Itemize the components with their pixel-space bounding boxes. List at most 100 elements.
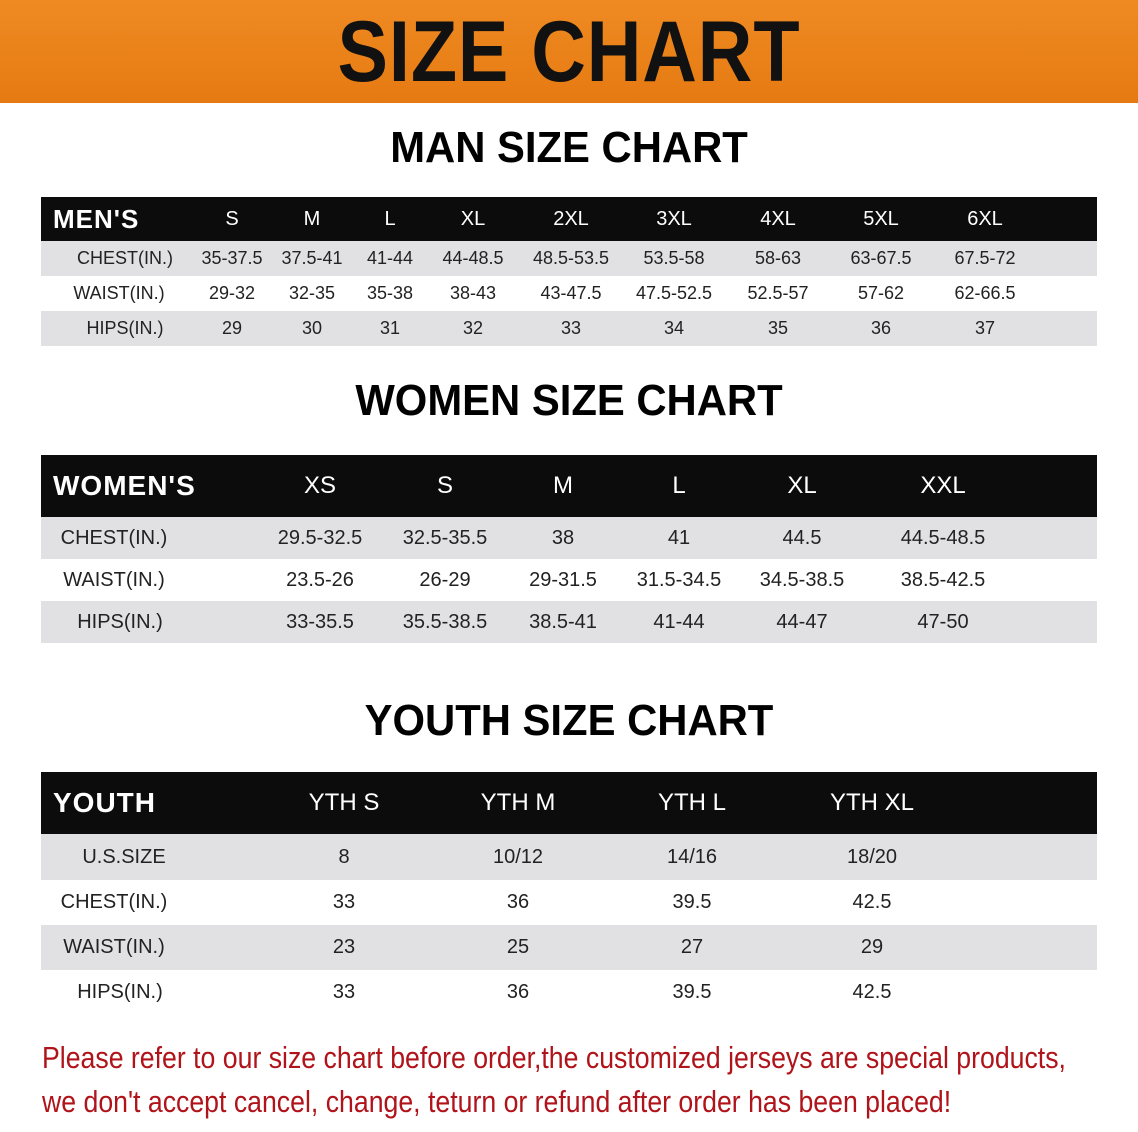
table-cell: 14/16 bbox=[666, 845, 718, 868]
women-section-title: WOMEN SIZE CHART bbox=[355, 376, 783, 425]
table-cell: 10/12 bbox=[492, 845, 544, 868]
table-cell: 31.5-34.5 bbox=[636, 568, 722, 591]
table-cell: 38 bbox=[551, 526, 575, 549]
youth-size-header: YTH XL bbox=[829, 789, 915, 816]
row-label: WAIST(IN.) bbox=[73, 283, 165, 303]
youth-table-row: WAIST(IN.) 23 25 27 29 bbox=[41, 925, 1097, 970]
row-label: WAIST(IN.) bbox=[63, 568, 165, 591]
women-header-row: WOMEN'S XS S M L XL XXL bbox=[41, 455, 1097, 517]
table-cell: 67.5-72 bbox=[954, 248, 1016, 268]
men-table-row: WAIST(IN.) 29-32 32-35 35-38 38-43 43-47.5 47.… bbox=[41, 276, 1097, 311]
men-section-title: MAN SIZE CHART bbox=[390, 123, 748, 172]
table-cell: 58-63 bbox=[754, 248, 802, 268]
row-label: CHEST(IN.) bbox=[60, 526, 168, 549]
row-label: U.S.SIZE bbox=[82, 845, 166, 868]
table-cell: 63-67.5 bbox=[850, 248, 912, 268]
row-label: HIPS(IN.) bbox=[86, 318, 164, 338]
table-cell: 35-38 bbox=[366, 283, 414, 303]
men-size-header: M bbox=[303, 207, 321, 230]
table-cell: 29-31.5 bbox=[529, 568, 597, 591]
table-cell: 29 bbox=[221, 318, 243, 338]
youth-table-row: HIPS(IN.) 33 36 39.5 42.5 bbox=[41, 970, 1097, 1015]
table-cell: 35.5-38.5 bbox=[402, 610, 488, 633]
table-cell: 18/20 bbox=[846, 845, 898, 868]
table-cell: 36 bbox=[870, 318, 892, 338]
table-cell: 29.5-32.5 bbox=[277, 526, 363, 549]
row-label: CHEST(IN.) bbox=[77, 248, 173, 268]
table-cell: 35-37.5 bbox=[201, 248, 263, 268]
table-cell: 27 bbox=[680, 936, 704, 958]
women-table-row: WAIST(IN.) 23.5-26 26-29 29-31.5 31.5-34.5 34… bbox=[41, 559, 1097, 601]
men-header-row: MEN'S S M L XL 2XL 3XL 4XL 5XL 6XL bbox=[41, 197, 1097, 241]
men-size-header: 5XL bbox=[863, 207, 899, 230]
table-cell: 39.5 bbox=[672, 891, 712, 913]
women-size-header: XXL bbox=[920, 472, 966, 499]
table-cell: 29-32 bbox=[208, 283, 256, 303]
women-table-row: HIPS(IN.) 33-35.5 35.5-38.5 38.5-41 41-44 44-… bbox=[41, 601, 1097, 643]
table-cell: 57-62 bbox=[857, 283, 905, 303]
youth-size-header: YTH L bbox=[657, 789, 727, 816]
table-cell: 52.5-57 bbox=[747, 283, 809, 303]
table-cell: 44.5-48.5 bbox=[900, 526, 986, 549]
women-size-header: XS bbox=[303, 472, 337, 499]
table-cell: 26-29 bbox=[419, 568, 471, 591]
table-cell: 34 bbox=[663, 318, 685, 338]
men-table-row: CHEST(IN.) 35-37.5 37.5-41 41-44 44-48.5 48.5… bbox=[41, 241, 1097, 276]
youth-header-label: YOUTH bbox=[53, 787, 156, 818]
table-cell: 53.5-58 bbox=[643, 248, 705, 268]
table-cell: 44-47 bbox=[776, 610, 828, 633]
table-cell: 41-44 bbox=[653, 610, 705, 633]
table-cell: 31 bbox=[379, 318, 401, 338]
women-size-header: L bbox=[672, 472, 686, 499]
table-cell: 38.5-42.5 bbox=[900, 568, 986, 591]
youth-size-header: YTH M bbox=[480, 789, 556, 816]
men-size-header: 6XL bbox=[967, 207, 1003, 230]
table-cell: 41-44 bbox=[366, 248, 414, 268]
table-cell: 42.5 bbox=[852, 981, 892, 1003]
notice-line-1: Please refer to our size chart before or… bbox=[42, 1040, 1066, 1075]
table-cell: 30 bbox=[301, 318, 323, 338]
men-size-header: L bbox=[384, 207, 396, 230]
women-table-row: CHEST(IN.) 29.5-32.5 32.5-35.5 38 41 44.5 44.5… bbox=[41, 517, 1097, 559]
table-cell: 41 bbox=[667, 526, 691, 549]
table-cell: 42.5 bbox=[852, 891, 892, 913]
men-table-row: HIPS(IN.) 29 30 31 32 33 34 35 36 37 bbox=[41, 311, 1097, 346]
women-size-header: M bbox=[553, 472, 573, 499]
table-cell: 33 bbox=[332, 981, 356, 1003]
banner: SIZE CHART bbox=[0, 0, 1138, 103]
youth-size-header: YTH S bbox=[308, 789, 380, 816]
table-cell: 33-35.5 bbox=[286, 610, 354, 633]
table-cell: 34.5-38.5 bbox=[759, 568, 845, 591]
table-cell: 36 bbox=[506, 981, 530, 1003]
notice-line-2: we don't accept cancel, change, teturn o… bbox=[42, 1084, 952, 1119]
youth-section-title: YOUTH SIZE CHART bbox=[364, 696, 774, 745]
table-cell: 62-66.5 bbox=[954, 283, 1016, 303]
table-cell: 25 bbox=[506, 936, 530, 958]
row-label: CHEST(IN.) bbox=[60, 891, 168, 913]
table-cell: 23 bbox=[332, 936, 356, 958]
table-cell: 47-50 bbox=[917, 610, 969, 633]
women-size-header: S bbox=[436, 472, 454, 499]
table-cell: 47.5-52.5 bbox=[635, 283, 713, 303]
men-size-header: 2XL bbox=[553, 207, 589, 230]
youth-header-row: YOUTH YTH S YTH M YTH L YTH XL bbox=[41, 772, 1097, 834]
table-cell: 36 bbox=[506, 891, 530, 913]
table-cell: 33 bbox=[560, 318, 582, 338]
table-cell: 48.5-53.5 bbox=[532, 248, 610, 268]
table-cell: 44-48.5 bbox=[442, 248, 504, 268]
table-cell: 43-47.5 bbox=[540, 283, 602, 303]
table-cell: 32.5-35.5 bbox=[402, 526, 488, 549]
row-label: WAIST(IN.) bbox=[63, 936, 165, 958]
row-label: HIPS(IN.) bbox=[77, 610, 163, 633]
men-size-header: 4XL bbox=[760, 207, 796, 230]
table-cell: 37 bbox=[974, 318, 996, 338]
table-cell: 23.5-26 bbox=[286, 568, 354, 591]
table-cell: 32-35 bbox=[288, 283, 336, 303]
banner-title: SIZE CHART bbox=[337, 4, 801, 100]
table-cell: 8 bbox=[338, 845, 350, 868]
table-cell: 33 bbox=[332, 891, 356, 913]
women-header-label: WOMEN'S bbox=[53, 470, 196, 501]
men-size-header: 3XL bbox=[656, 207, 692, 230]
table-cell: 29 bbox=[860, 936, 884, 958]
table-cell: 32 bbox=[462, 318, 484, 338]
